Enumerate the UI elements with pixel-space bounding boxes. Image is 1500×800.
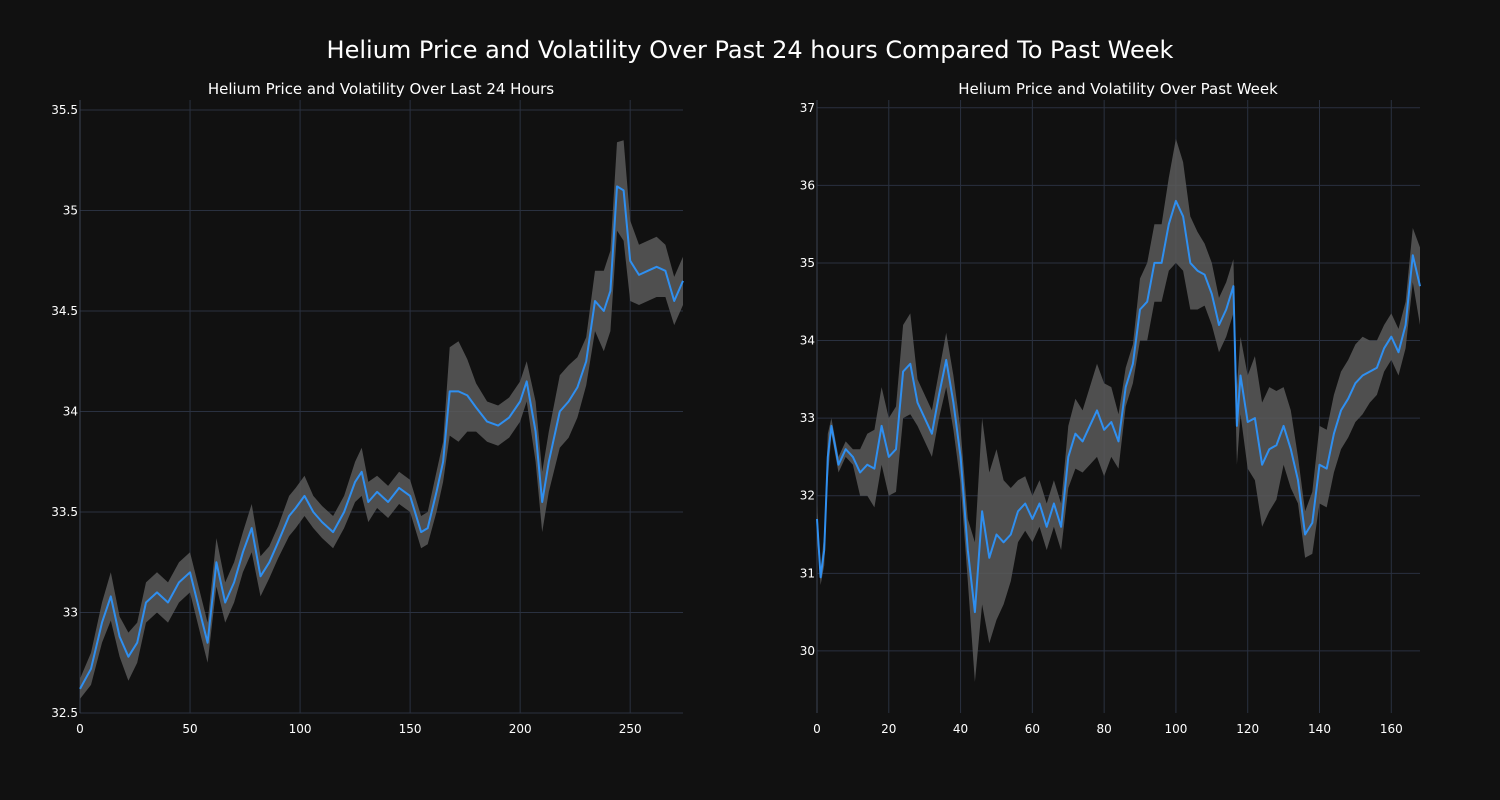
y-tick-label: 36 <box>800 178 815 192</box>
y-tick-label: 30 <box>800 644 815 658</box>
y-tick-label: 33 <box>63 606 78 620</box>
right-panel: 0 20 40 60 80 100 120 140 160 30 31 32 33 34 35 36 37 <box>800 100 1421 736</box>
y-tick-label: 34 <box>800 334 815 348</box>
x-tick-label: 0 <box>76 722 84 736</box>
x-tick-label: 80 <box>1097 722 1112 736</box>
x-tick-label: 0 <box>813 722 821 736</box>
x-tick-label: 100 <box>289 722 312 736</box>
x-tick-label: 120 <box>1236 722 1259 736</box>
x-tick-label: 60 <box>1025 722 1040 736</box>
left-panel-title: Helium Price and Volatility Over Last 24… <box>208 80 554 98</box>
x-tick-label: 200 <box>509 722 532 736</box>
y-tick-label: 32.5 <box>51 706 78 720</box>
y-tick-label: 35.5 <box>51 103 78 117</box>
y-tick-label: 33.5 <box>51 505 78 519</box>
y-tick-label: 32 <box>800 489 815 503</box>
y-tick-label: 35 <box>63 204 78 218</box>
x-tick-label: 150 <box>399 722 422 736</box>
volatility-band <box>80 140 683 699</box>
x-tick-label: 140 <box>1308 722 1331 736</box>
left-panel: 0 50 100 150 200 250 32.5 33 33.5 34 34.5 35 35.5 <box>51 100 684 736</box>
price-line <box>79 185 684 690</box>
y-tick-label: 35 <box>800 256 815 270</box>
volatility-band <box>817 138 1420 683</box>
x-tick-label: 40 <box>953 722 968 736</box>
y-tick-label: 34 <box>63 405 78 419</box>
y-tick-label: 37 <box>800 101 815 115</box>
x-tick-label: 250 <box>619 722 642 736</box>
y-tick-label: 31 <box>800 566 815 580</box>
x-tick-label: 160 <box>1380 722 1403 736</box>
y-tick-label: 33 <box>800 411 815 425</box>
figure-title: Helium Price and Volatility Over Past 24… <box>327 36 1174 64</box>
x-tick-label: 100 <box>1164 722 1187 736</box>
x-tick-label: 50 <box>182 722 197 736</box>
y-tick-label: 34.5 <box>51 304 78 318</box>
price-line <box>816 199 1421 614</box>
x-tick-label: 20 <box>881 722 896 736</box>
right-panel-title: Helium Price and Volatility Over Past We… <box>958 80 1278 98</box>
